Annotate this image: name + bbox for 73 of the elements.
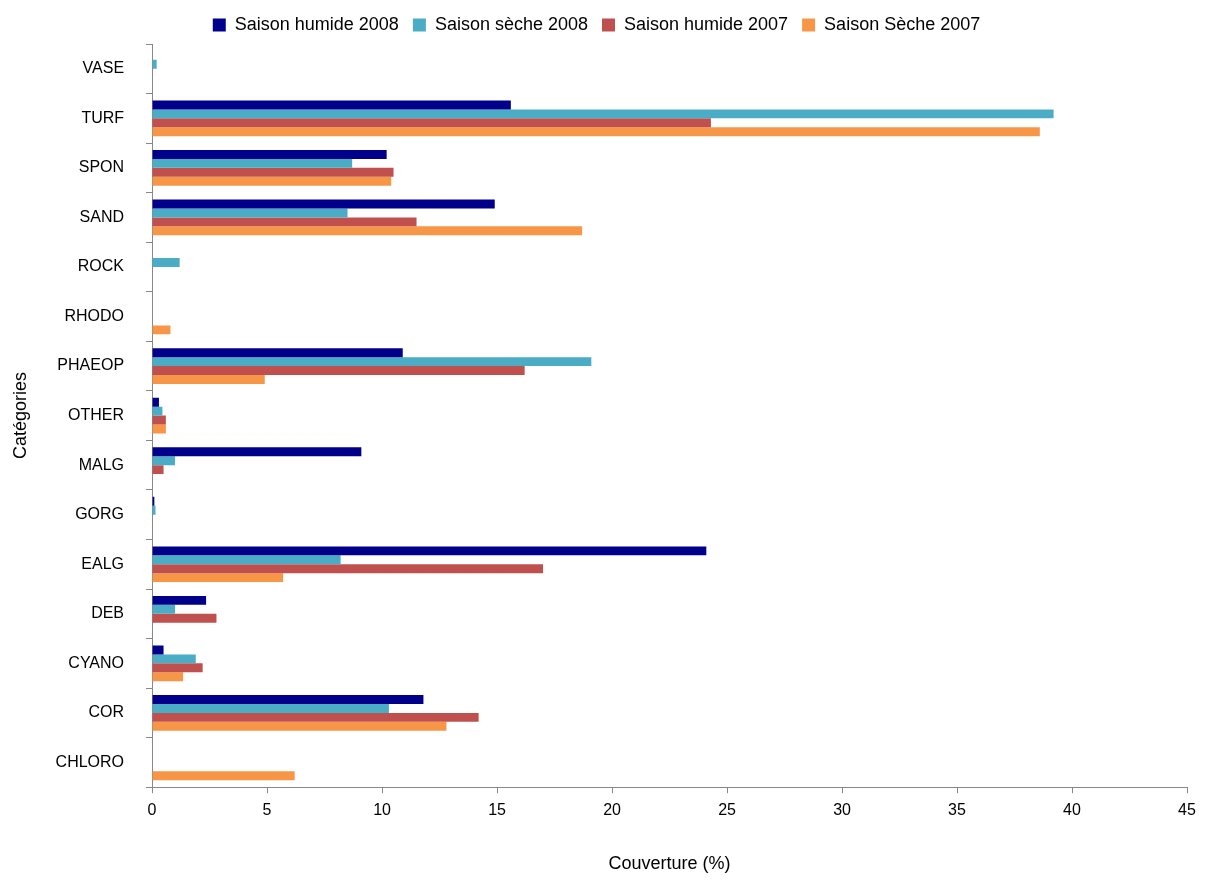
- bar: [152, 176, 392, 186]
- bar: [152, 456, 176, 466]
- bar: [152, 366, 525, 375]
- bar: [152, 703, 389, 713]
- legend-label: Saison humide 2008: [234, 13, 399, 34]
- bar: [152, 595, 207, 605]
- bar: [152, 771, 295, 781]
- bar: [152, 415, 166, 425]
- x-tick-label: 30: [833, 801, 852, 819]
- bar: [152, 208, 348, 218]
- x-axis-title: Couverture (%): [608, 853, 731, 874]
- bar: [152, 613, 217, 623]
- y-tick-label: PHAEOP: [57, 356, 125, 374]
- x-tick-label: 45: [1178, 801, 1196, 819]
- x-tick-label: 25: [718, 801, 737, 819]
- y-tick-label: GORG: [75, 505, 125, 523]
- bar: [152, 465, 164, 475]
- bar: [152, 397, 159, 407]
- bar: [152, 348, 403, 358]
- bar: [152, 546, 707, 556]
- y-tick-label: SAND: [79, 207, 125, 225]
- bar: [152, 721, 447, 731]
- x-tick-label: 35: [948, 801, 967, 819]
- x-tick-label: 20: [603, 801, 622, 819]
- bar: [152, 150, 387, 159]
- bar: [152, 663, 203, 673]
- bar: [152, 217, 417, 227]
- bar: [152, 100, 511, 110]
- y-tick-label: MALG: [78, 455, 125, 473]
- bar: [152, 59, 157, 69]
- y-tick-label: SPON: [78, 158, 125, 176]
- bar: [152, 167, 394, 177]
- x-tick-label: 5: [262, 801, 272, 819]
- y-tick-label: DEB: [91, 604, 125, 622]
- bar: [152, 127, 1040, 137]
- y-tick-label: VASE: [82, 59, 125, 77]
- bar: [152, 109, 1054, 119]
- bar: [152, 564, 544, 574]
- bar: [152, 226, 583, 236]
- y-tick-label: CHLORO: [55, 752, 125, 770]
- bar: [152, 645, 164, 655]
- bar: [152, 555, 341, 565]
- bar: [152, 447, 362, 457]
- bar: [152, 573, 284, 583]
- bar: [152, 374, 265, 384]
- bar: [152, 258, 180, 267]
- x-tick-label: 15: [488, 801, 507, 819]
- bar: [152, 357, 592, 367]
- y-tick-label: COR: [88, 703, 125, 721]
- bar: [152, 604, 176, 614]
- bar: [152, 695, 424, 704]
- legend-label: Saison humide 2007: [624, 13, 789, 34]
- x-tick-label: 10: [373, 801, 392, 819]
- bar: [152, 325, 171, 335]
- legend-label: Saison sèche 2008: [434, 13, 589, 34]
- y-tick-label: OTHER: [68, 406, 125, 424]
- y-axis-title: Catégories: [9, 372, 30, 460]
- bar: [152, 158, 353, 168]
- y-tick-label: CYANO: [68, 653, 125, 671]
- y-tick-label: EALG: [81, 554, 125, 572]
- y-tick-label: TURF: [81, 108, 125, 126]
- bar: [152, 199, 495, 209]
- bar: [152, 118, 711, 128]
- y-tick-label: RHODO: [64, 306, 125, 324]
- bar: [152, 672, 184, 682]
- y-tick-label: ROCK: [77, 257, 125, 275]
- legend-label: Saison Sèche 2007: [824, 13, 981, 34]
- x-tick-label: 40: [1063, 801, 1082, 819]
- bar: [152, 505, 156, 515]
- bar: [152, 654, 196, 664]
- bar: [152, 406, 163, 416]
- x-tick-label: 0: [147, 801, 157, 819]
- bar: [152, 712, 479, 722]
